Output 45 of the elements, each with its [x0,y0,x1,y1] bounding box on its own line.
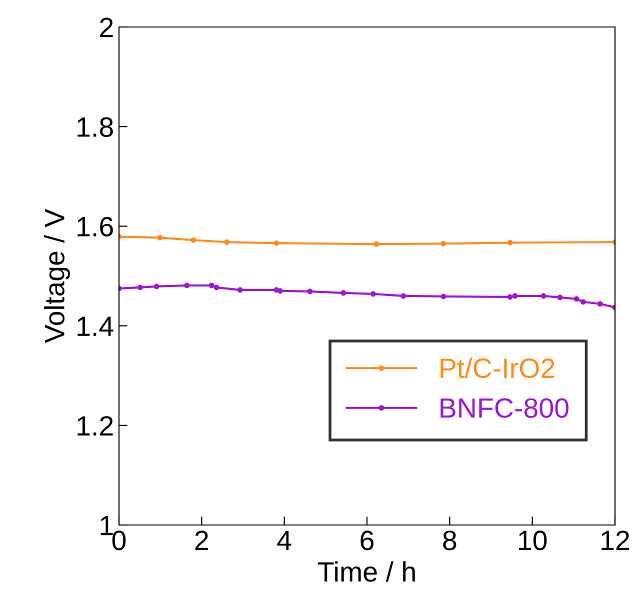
point [307,288,313,294]
point [190,237,196,243]
x-tick-label: 4 [277,530,292,550]
x-tick-label: 8 [443,530,456,550]
point [580,299,586,305]
legend-label: Pt/C-IrO2 [440,358,554,378]
x-tick-label: 6 [360,530,374,550]
point [540,293,546,299]
point [340,290,346,296]
x-tick-label: 0 [112,530,126,550]
point [214,284,220,290]
point [440,294,446,300]
y-tick-label: 2 [100,18,113,38]
line-series [119,234,615,247]
x-axis-title: Time / h [318,561,415,582]
y-axis-title: Voltage / V [44,208,70,344]
point [157,234,163,240]
legend-label: BNFC-800 [440,398,568,418]
point [507,240,513,246]
point [184,282,190,288]
line-series [119,282,615,310]
point [574,296,580,302]
point [374,241,380,247]
point [557,294,563,300]
point [512,293,518,299]
point [237,287,243,293]
y-tick-label: 1.6 [78,216,113,237]
y-tick-label: 1.2 [78,416,113,436]
y-tick-label: 1.4 [78,316,114,336]
y-tick-label: 1.8 [78,117,113,137]
point [137,284,143,290]
point [400,293,406,299]
point [597,301,603,307]
x-tick-label: 10 [519,530,547,550]
point [370,291,376,297]
x-tick-label: 12 [602,530,630,550]
point [440,240,446,246]
point [154,284,160,290]
point [277,288,283,294]
x-tick-label: 2 [195,530,208,550]
y-tick-label: 1 [100,516,113,536]
point [274,240,280,246]
point [208,282,214,288]
point [224,239,230,245]
point [507,294,513,300]
